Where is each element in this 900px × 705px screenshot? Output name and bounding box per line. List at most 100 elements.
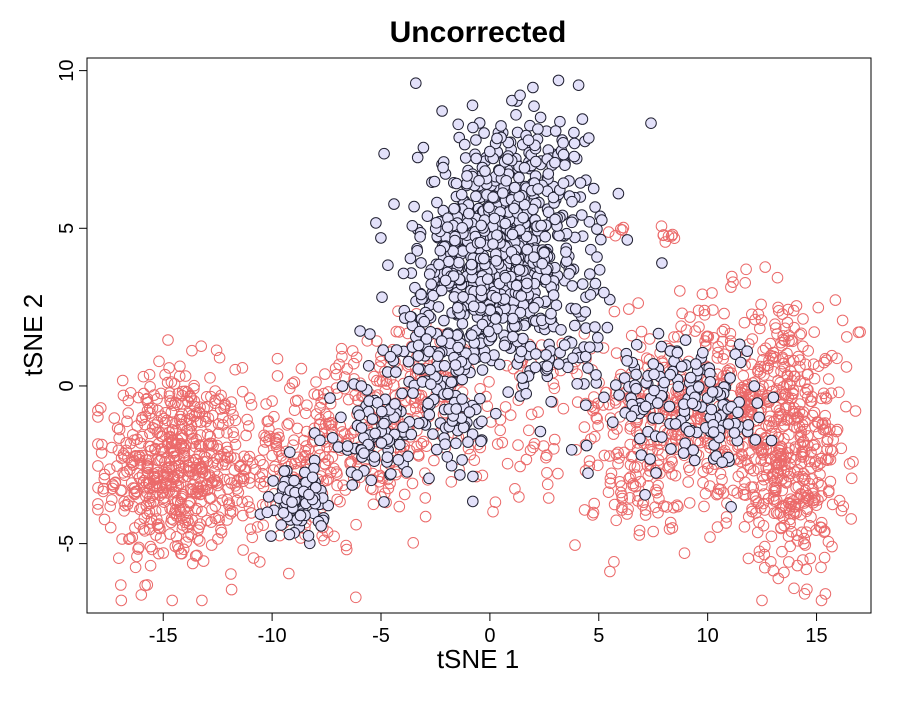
series-a-point [821, 435, 833, 448]
series-b-point [707, 426, 720, 438]
series-b-point [705, 403, 718, 416]
series-a-point [229, 452, 241, 465]
series-a-point [738, 521, 751, 533]
series-b-point [466, 329, 478, 341]
series-b-point [443, 255, 455, 268]
series-a-point [328, 530, 340, 543]
series-b-point [302, 530, 315, 542]
series-b-point [553, 358, 565, 370]
series-a-point [788, 508, 800, 520]
series-b-point [413, 417, 425, 430]
series-a-point [847, 456, 859, 468]
series-a-point [669, 469, 682, 482]
series-a-point [664, 516, 677, 529]
series-b-point [378, 496, 390, 508]
series-a-point [133, 541, 145, 554]
series-b-point [513, 264, 526, 276]
series-a-point [407, 537, 420, 549]
series-a-point [158, 412, 170, 425]
series-a-point [147, 496, 160, 508]
series-b-point [607, 416, 619, 429]
series-a-point [623, 472, 635, 485]
series-a-point [819, 588, 832, 600]
series-a-point [213, 511, 225, 524]
series-b-point [423, 472, 435, 485]
series-a-point [786, 374, 798, 387]
series-b-point [518, 198, 531, 211]
series-b-point [467, 470, 479, 483]
series-b-point [366, 413, 379, 425]
series-b-point [262, 491, 275, 503]
series-a-point [152, 416, 164, 429]
series-b-point [582, 362, 594, 374]
series-a-point [288, 434, 300, 447]
series-a-point [116, 374, 129, 387]
series-a-point [174, 360, 186, 373]
series-a-point [260, 398, 272, 410]
series-a-point [331, 479, 343, 492]
series-a-point [180, 536, 192, 549]
series-b-point [404, 310, 417, 323]
series-b-point [463, 406, 476, 418]
series-a-point [694, 436, 707, 449]
series-b-point [362, 360, 375, 372]
series-b-point [488, 212, 501, 225]
series-b-point [275, 519, 288, 531]
series-a-point [845, 472, 858, 485]
series-a-point [257, 519, 270, 532]
series-a-point [206, 409, 219, 422]
series-b-point [412, 363, 425, 375]
series-b-point [368, 451, 381, 463]
series-b-point [576, 209, 588, 221]
series-b-point [658, 376, 671, 389]
series-b-point [381, 451, 394, 464]
series-a-point [826, 540, 838, 553]
series-a-point [445, 476, 458, 488]
series-a-point [419, 492, 432, 504]
series-a-point [213, 514, 225, 527]
series-a-point [336, 350, 348, 363]
series-a-point [821, 454, 834, 467]
series-b-point [741, 345, 754, 358]
series-a-point [809, 438, 821, 451]
series-a-point [623, 303, 635, 315]
series-b-point [507, 330, 519, 343]
series-a-point [189, 504, 202, 517]
series-a-point [92, 498, 104, 510]
series-a-point [237, 470, 250, 483]
series-a-point [157, 547, 170, 559]
series-b-point [565, 444, 578, 456]
series-a-point [738, 316, 751, 329]
series-a-point [288, 376, 301, 388]
series-b-point [450, 437, 462, 450]
series-a-point [210, 344, 223, 357]
series-a-point [238, 464, 250, 476]
series-a-point [769, 495, 781, 508]
series-a-point [633, 524, 646, 537]
series-b-point [534, 425, 547, 438]
series-a-point [537, 440, 550, 452]
series-a-point [811, 416, 824, 428]
series-a-point [208, 474, 221, 486]
series-b-point [688, 454, 701, 467]
series-a-point [194, 401, 206, 414]
series-b-point [648, 368, 660, 381]
series-b-point [478, 252, 490, 265]
series-b-point [500, 175, 513, 187]
series-b-point [499, 217, 512, 230]
series-b-point [442, 387, 454, 400]
series-a-point [527, 441, 539, 454]
series-a-point [676, 307, 688, 320]
series-a-point [635, 325, 648, 338]
series-a-point [224, 403, 237, 415]
series-b-point [303, 488, 315, 501]
series-a-point [778, 458, 791, 471]
series-a-point [770, 322, 782, 334]
chart-title: Uncorrected [390, 16, 567, 49]
series-a-point [819, 422, 832, 435]
series-a-point [464, 448, 477, 461]
series-b-point [432, 350, 444, 363]
series-b-point [418, 315, 431, 328]
series-a-point [223, 497, 235, 510]
